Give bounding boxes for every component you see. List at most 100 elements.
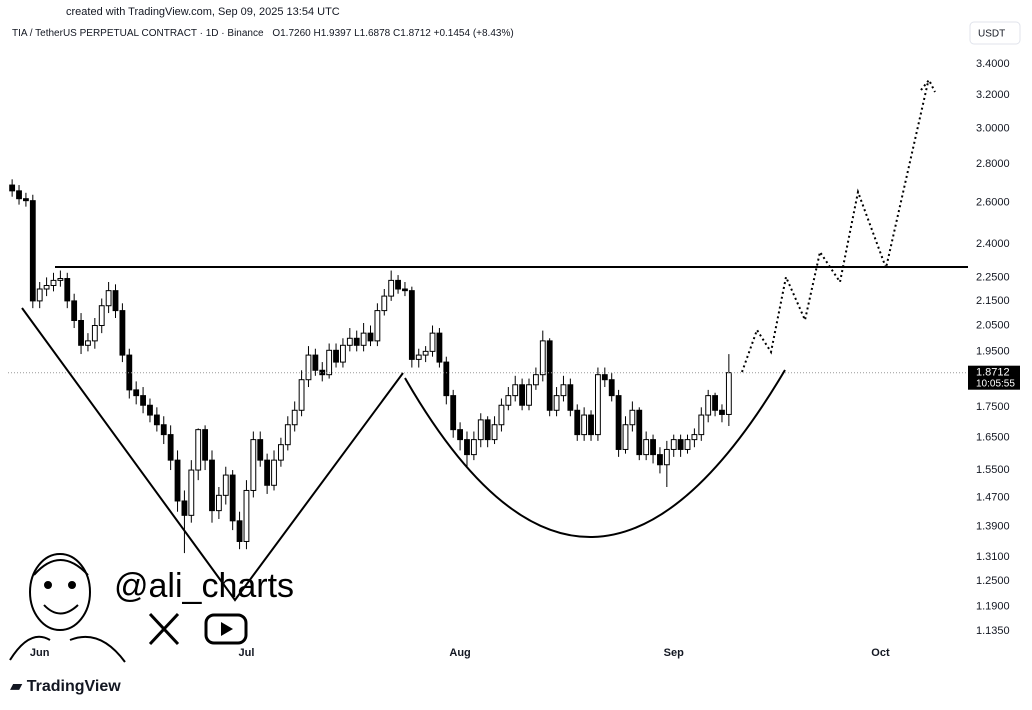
- candle-body: [367, 332, 374, 342]
- candle-body: [333, 349, 339, 363]
- candle-body: [291, 409, 298, 426]
- y-tick-label: 3.0000: [976, 123, 1010, 135]
- candle-body: [257, 439, 264, 461]
- candle-body: [195, 429, 202, 471]
- y-tick-label: 1.2500: [976, 575, 1010, 587]
- candle-body: [9, 184, 16, 192]
- candle-body: [539, 340, 546, 376]
- candle-body: [663, 448, 670, 466]
- y-tick-label: 1.3100: [976, 551, 1010, 563]
- projection-arrow: [920, 78, 936, 93]
- cup-curve: [404, 369, 786, 538]
- candle-body: [691, 434, 698, 441]
- candle-body: [326, 349, 333, 376]
- header-line: TIA / TetherUS PERPETUAL CONTRACT · 1D ·…: [12, 28, 514, 39]
- candle-body: [57, 278, 64, 281]
- candle-body: [271, 459, 277, 486]
- candle-body: [353, 337, 360, 346]
- candle-body: [126, 354, 133, 391]
- y-tick-label: 1.1350: [976, 625, 1010, 637]
- candle-body: [91, 325, 98, 342]
- y-tick-label: 1.1900: [976, 601, 1010, 613]
- x-tick-label: Oct: [871, 647, 890, 659]
- brand-logo: ▰ TradingView: [10, 678, 121, 695]
- currency-box[interactable]: [969, 21, 1021, 45]
- last-price-box: [968, 365, 1020, 390]
- candle-body: [629, 409, 636, 426]
- candle-body: [43, 284, 50, 290]
- candle-body: [512, 384, 519, 397]
- youtube-icon[interactable]: [204, 613, 248, 645]
- close: C1.8712: [393, 28, 431, 39]
- candle-body: [608, 379, 615, 397]
- candle-body: [229, 474, 236, 522]
- candle-body: [491, 424, 498, 441]
- candle-body: [725, 372, 732, 415]
- candle-body: [532, 374, 539, 386]
- candle-body: [464, 439, 470, 456]
- y-tick-label: 1.9500: [976, 345, 1010, 357]
- candle-body: [643, 439, 650, 456]
- y-tick-label: 1.7500: [976, 401, 1010, 413]
- candle-body: [215, 494, 222, 512]
- candle-body: [147, 404, 153, 416]
- y-tick-label: 2.0500: [976, 319, 1010, 331]
- candle-body: [698, 414, 705, 436]
- candle-body: [98, 305, 105, 327]
- candle-body: [567, 384, 574, 411]
- candle-body: [243, 489, 250, 542]
- y-tick-label: 2.2500: [976, 271, 1010, 283]
- projection: [741, 81, 929, 373]
- candle-body: [712, 395, 718, 411]
- y-tick-label: 2.1500: [976, 295, 1010, 307]
- brand: TradingView: [27, 678, 122, 695]
- y-tick-label: 2.6000: [976, 197, 1010, 209]
- candle-body: [340, 344, 346, 363]
- x-tick-label: Aug: [449, 647, 470, 659]
- annotations: [21, 78, 968, 602]
- candle-body: [402, 288, 408, 292]
- candle-body: [298, 379, 305, 411]
- candle-body: [429, 332, 436, 352]
- candle-body: [719, 409, 725, 415]
- candle-body: [560, 384, 567, 397]
- candle-body: [174, 459, 181, 502]
- candle-body: [181, 500, 188, 516]
- candle-body: [615, 395, 622, 450]
- y-tick-label: 1.6500: [976, 432, 1010, 444]
- candle-body: [264, 459, 271, 486]
- candle-body: [105, 290, 112, 307]
- candle-body: [470, 439, 477, 456]
- candle-body: [498, 404, 505, 426]
- candle-body: [222, 474, 229, 496]
- candle-body: [436, 332, 443, 363]
- candle-body: [388, 279, 395, 297]
- candle-body: [133, 389, 140, 397]
- currency: USDT: [978, 29, 1005, 40]
- credit: created with TradingView.com, Sep 09, 20…: [66, 6, 340, 18]
- y-tick-label: 2.4000: [976, 238, 1010, 250]
- candle-body: [408, 290, 415, 360]
- candle-body: [112, 290, 119, 312]
- candle-body: [622, 424, 629, 450]
- y-tick-label: 1.5500: [976, 464, 1010, 476]
- candle-body: [167, 434, 174, 461]
- candle-body: [23, 198, 29, 202]
- x-icon[interactable]: [148, 612, 180, 646]
- y-tick-label: 3.2000: [976, 89, 1010, 101]
- low: L1.6878: [354, 28, 391, 39]
- candle-body: [422, 350, 429, 356]
- candle-body: [395, 279, 401, 290]
- candle-body: [360, 332, 367, 346]
- candle-body: [16, 190, 22, 200]
- candle-body: [188, 469, 195, 516]
- y-tick-label: 1.4700: [976, 491, 1010, 503]
- y-tick-label: 3.4000: [976, 58, 1010, 70]
- y-tick-label: 1.3900: [976, 520, 1010, 532]
- candle-body: [553, 395, 560, 411]
- candle-body: [657, 454, 663, 466]
- candle-body: [284, 424, 291, 446]
- plot-area: 1.1350 1.1900 1.2500 1.3100 1.3900 1.4700 1.55…: [8, 58, 1020, 659]
- candle-body: [64, 278, 71, 302]
